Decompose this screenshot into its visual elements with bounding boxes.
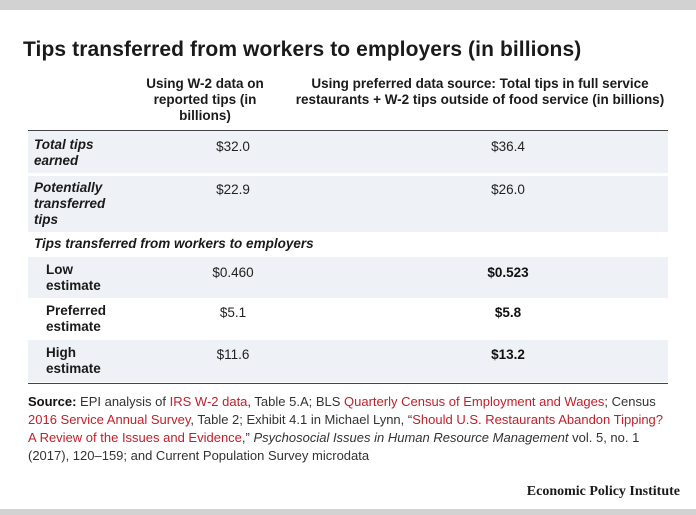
section-label: Tips transferred from workers to employe… [34, 236, 314, 251]
table-row: Preferred estimate $5.1 $5.8 [28, 298, 668, 339]
source-text: vol. 5, no. 1 (2017), 120–159; and Curre… [28, 430, 640, 463]
table-row: Low estimate $0.460 $0.523 [28, 257, 668, 298]
cell-preferred: $26.0 [491, 182, 525, 197]
source-text: , Table 2; Exhibit 4.1 in Michael Lynn, … [190, 412, 413, 427]
cell-w2: $0.460 [212, 265, 254, 280]
cell-w2: $32.0 [216, 139, 250, 154]
link-lynn-article[interactable]: Should U.S. Restaurants Abandon Tipping?… [28, 412, 664, 445]
link-service-annual-survey[interactable]: 2016 Service Annual Survey [28, 412, 191, 427]
source-text: , Table 5.A; BLS [247, 394, 345, 409]
table-row: Total tips earned $32.0 $36.4 [28, 131, 668, 173]
column-header-w2: Using W-2 data on reported tips (in bill… [146, 76, 264, 123]
cell-preferred: $0.523 [487, 265, 529, 280]
cell-w2: $5.1 [219, 305, 247, 320]
source-text: ,” [241, 430, 254, 445]
source-text: ; Census [604, 394, 656, 409]
cell-preferred: $5.8 [494, 305, 522, 320]
journal-title: Psychosocial Issues in Human Resource Ma… [253, 430, 569, 445]
top-border [0, 0, 696, 10]
table-row: High estimate $11.6 $13.2 [28, 340, 668, 382]
source-label: Source: [28, 394, 77, 409]
header-divider [28, 130, 668, 131]
bottom-border [0, 509, 696, 515]
link-qcew[interactable]: Quarterly Census of Employment and Wages [344, 394, 605, 409]
page-title: Tips transferred from workers to employe… [23, 38, 582, 61]
row-label: High estimate [46, 345, 101, 376]
cell-w2: $11.6 [216, 347, 250, 362]
section-row: Tips transferred from workers to employe… [28, 234, 668, 254]
row-label: Preferred estimate [46, 303, 107, 334]
source-text: EPI analysis of [76, 394, 170, 409]
table-bottom-divider [28, 383, 668, 384]
brand-logo: Economic Policy Institute [526, 484, 680, 499]
source-note: Source: EPI analysis of IRS W-2 data, Ta… [28, 393, 673, 465]
row-label: Low estimate [46, 262, 101, 293]
row-label: Total tips earned [34, 137, 94, 168]
cell-preferred: $13.2 [491, 347, 525, 362]
table-row: Potentially transferred tips $22.9 $26.0 [28, 176, 668, 232]
column-header-preferred: Using preferred data source: Total tips … [295, 76, 665, 107]
cell-preferred: $36.4 [491, 139, 525, 154]
cell-w2: $22.9 [216, 182, 250, 197]
row-label: Potentially transferred tips [34, 180, 106, 227]
link-irs-w2-data[interactable]: IRS W-2 data [169, 394, 248, 409]
